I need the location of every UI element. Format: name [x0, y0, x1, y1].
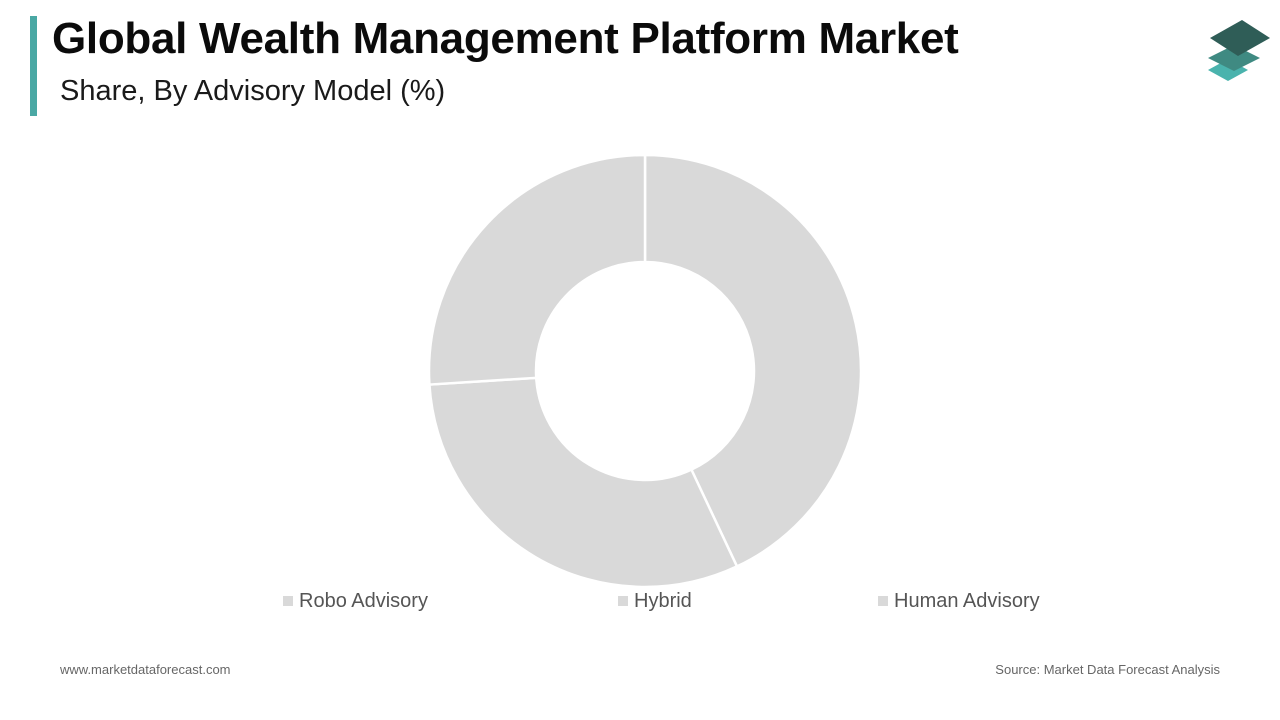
logo-layer-top	[1210, 20, 1270, 56]
page-subtitle: Share, By Advisory Model (%)	[60, 75, 446, 107]
page-title: Global Wealth Management Platform Market	[52, 14, 959, 63]
donut-slice-robo-advisory	[643, 153, 863, 569]
donut-slice-human-advisory	[427, 153, 647, 386]
footer-source: Source: Market Data Forecast Analysis	[995, 662, 1220, 677]
legend-label-hybrid: Hybrid	[634, 589, 692, 612]
footer-website: www.marketdataforecast.com	[60, 662, 231, 677]
donut-slice-hybrid	[428, 376, 739, 589]
legend-item-human-advisory: Human Advisory	[878, 588, 1040, 614]
legend-item-hybrid: Hybrid	[618, 588, 692, 614]
legend-swatch-robo-advisory	[283, 596, 293, 606]
legend-label-human-advisory: Human Advisory	[894, 589, 1040, 612]
legend-label-robo-advisory: Robo Advisory	[299, 589, 428, 612]
stacked-layers-icon	[1208, 20, 1270, 81]
legend-swatch-hybrid	[618, 596, 628, 606]
legend-swatch-human-advisory	[878, 596, 888, 606]
logo-layer-middle	[1208, 45, 1260, 71]
legend-item-robo-advisory: Robo Advisory	[283, 588, 428, 614]
title-accent-bar	[30, 16, 37, 116]
